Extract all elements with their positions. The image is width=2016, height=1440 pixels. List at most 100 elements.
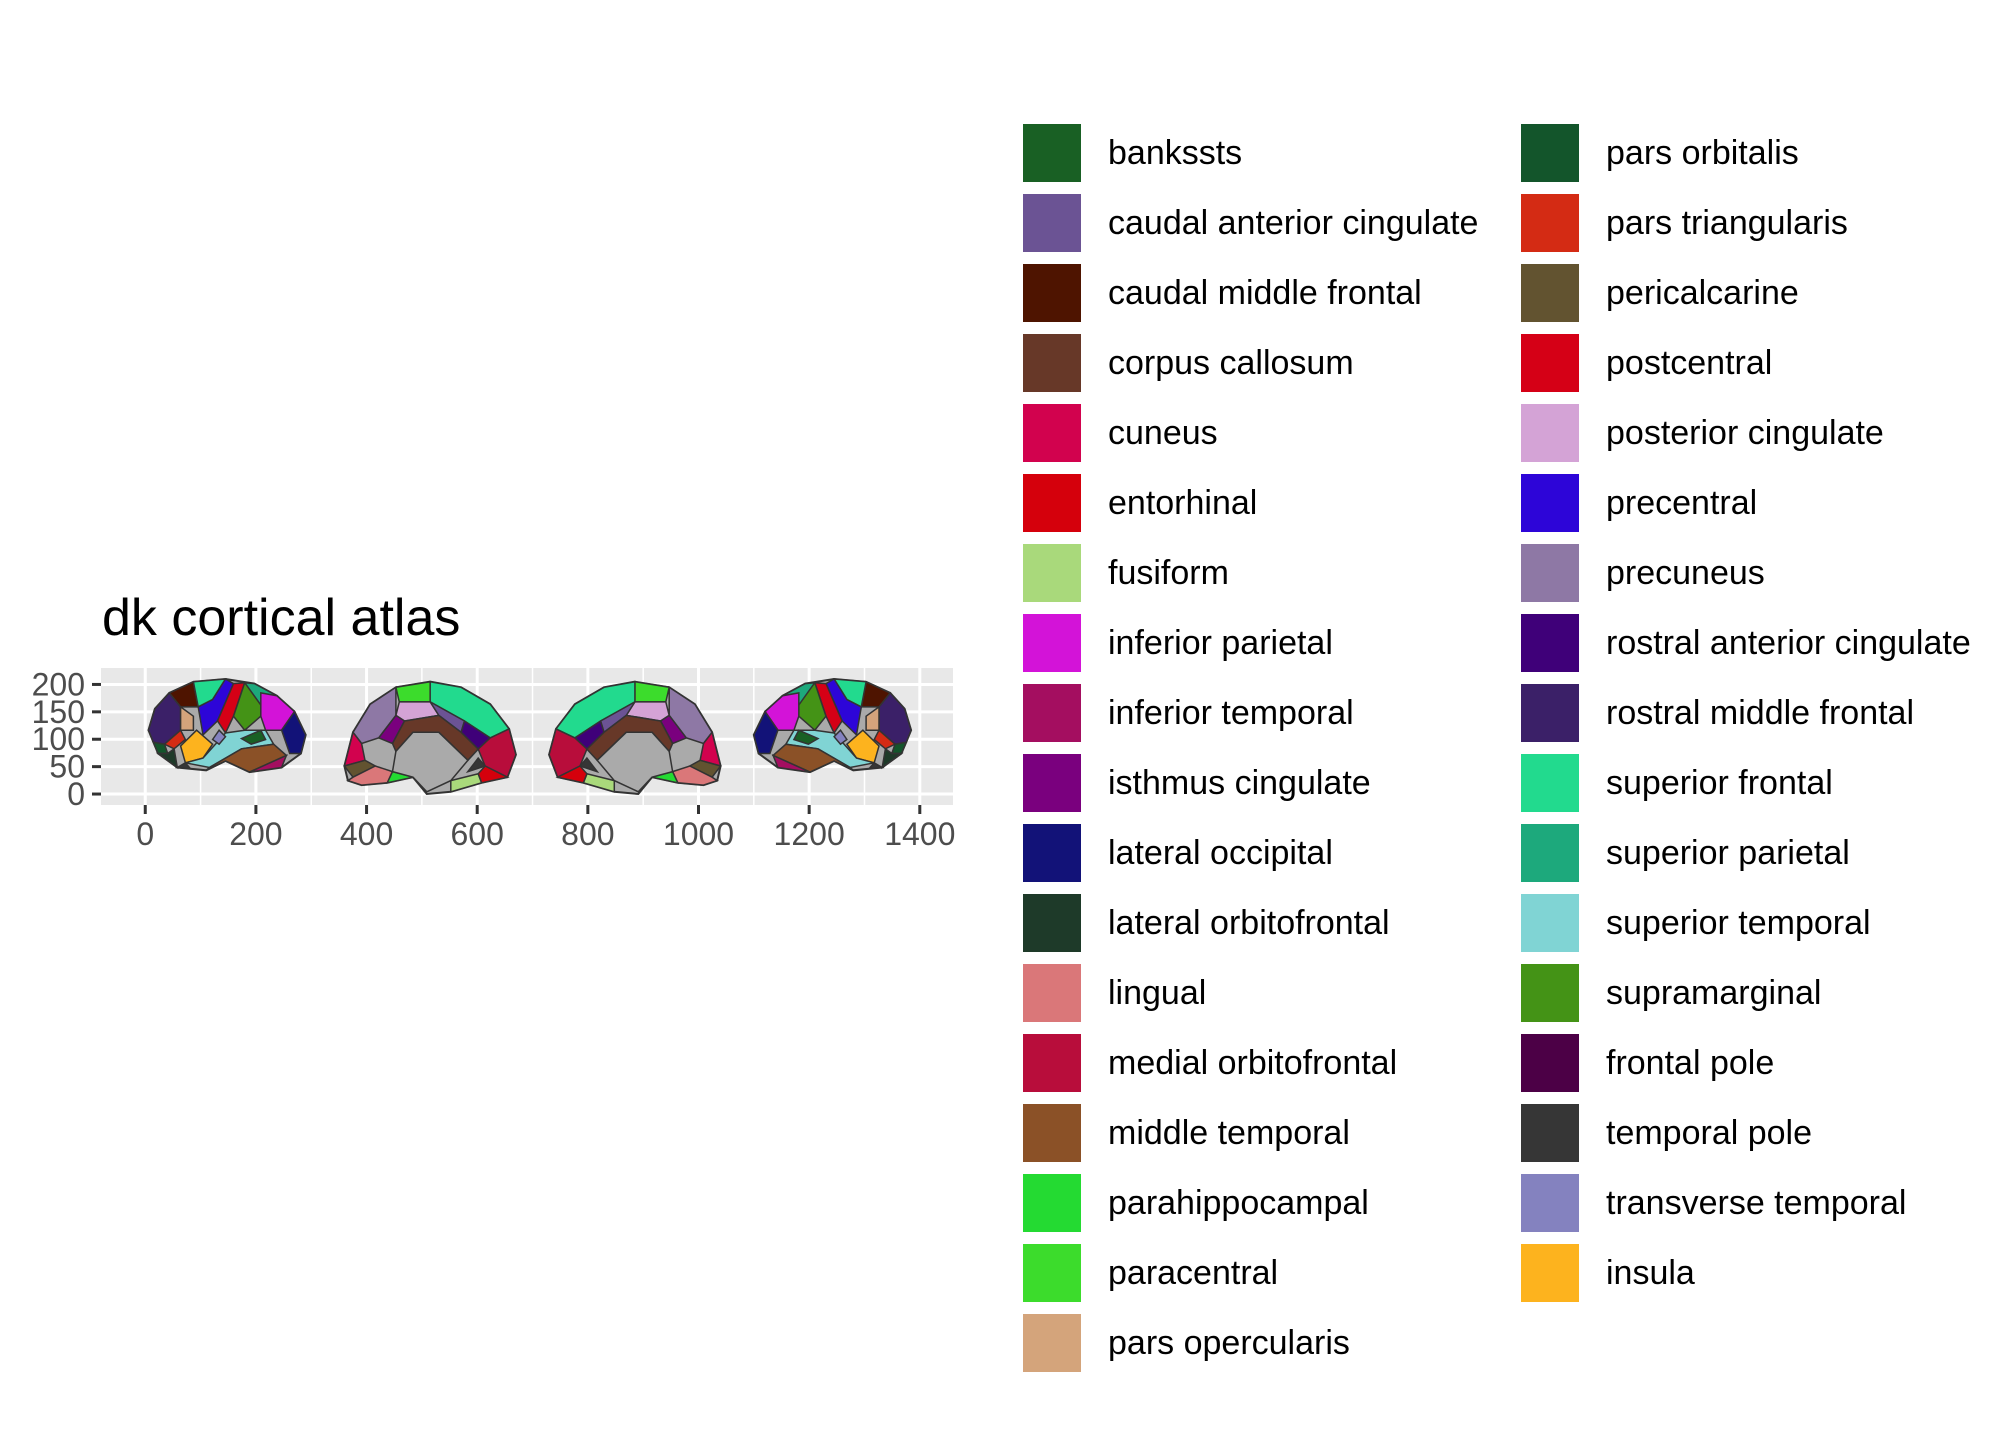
legend-swatch (1518, 191, 1582, 255)
region-pars-triangularis (163, 729, 187, 750)
legend-swatch (1020, 261, 1084, 325)
legend-swatch (1518, 1171, 1582, 1235)
legend-label: precentral (1606, 483, 1758, 522)
legend-swatch (1518, 1241, 1582, 1305)
medial-wall (596, 731, 674, 793)
legend-swatch (1518, 681, 1582, 745)
region-lateral-orbitofrontal (881, 747, 904, 770)
region-temporal-pole (465, 756, 487, 774)
legend-item: pars orbitalis (1518, 118, 2010, 188)
legend-label: temporal pole (1606, 1113, 1813, 1152)
legend-swatch (1020, 1171, 1084, 1235)
legend-column-2: pars orbitalis pars triangularis pericalca… (1518, 118, 2010, 1378)
region-pars-opercularis (179, 705, 195, 731)
legend-swatch (1020, 1031, 1084, 1095)
y-tick-label: 150 (32, 694, 85, 730)
legend-item: transverse temporal (1518, 1168, 2010, 1238)
legend-item: precentral (1518, 468, 2010, 538)
region-temporal-pole (578, 756, 600, 774)
legend-label: pars triangularis (1606, 203, 1848, 242)
legend-item: inferior temporal (1020, 678, 1512, 748)
legend-label: lingual (1108, 973, 1207, 1012)
legend-item: precuneus (1518, 538, 2010, 608)
legend-swatch (1518, 541, 1582, 605)
legend-swatch (1518, 1101, 1582, 1165)
y-tick-label: 200 (32, 666, 85, 702)
legend-swatch (1020, 681, 1084, 745)
legend-item: superior temporal (1518, 888, 2010, 958)
region-bankssts (239, 729, 267, 746)
legend-item: entorhinal (1020, 468, 1512, 538)
legend-item: lingual (1020, 958, 1512, 1028)
legend-item: pericalcarine (1518, 258, 2010, 328)
legend-label: paracentral (1108, 1253, 1279, 1292)
x-tick-label: 600 (451, 816, 504, 852)
legend-swatch (1020, 541, 1084, 605)
legend-item: temporal pole (1518, 1098, 2010, 1168)
legend-item: rostral anterior cingulate (1518, 608, 2010, 678)
legend-item: cuneus (1020, 398, 1512, 468)
y-tick-label: 50 (49, 749, 85, 785)
legend-label: corpus callosum (1108, 343, 1354, 382)
legend-swatch (1518, 1031, 1582, 1095)
legend-swatch (1020, 611, 1084, 675)
x-tick-label: 200 (229, 816, 282, 852)
legend-label: pars orbitalis (1606, 133, 1799, 172)
legend-label: entorhinal (1108, 483, 1258, 522)
legend-swatch (1518, 611, 1582, 675)
region-bankssts (792, 729, 820, 746)
legend-label: lateral orbitofrontal (1108, 903, 1390, 942)
legend-label: inferior parietal (1108, 623, 1333, 662)
region-temporal-pole (867, 761, 885, 770)
legend-label: caudal middle frontal (1108, 273, 1422, 312)
legend-label: cuneus (1108, 413, 1218, 452)
legend-item: superior parietal (1518, 818, 2010, 888)
legend-swatch (1020, 821, 1084, 885)
legend-swatch (1020, 751, 1084, 815)
region-inferior-temporal (771, 753, 811, 773)
x-tick-label: 1000 (663, 816, 734, 852)
legend-swatch (1020, 961, 1084, 1025)
legend-item: paracentral (1020, 1238, 1512, 1308)
region-inferior-temporal (249, 753, 288, 773)
legend-swatch (1020, 1101, 1084, 1165)
region-insula (845, 729, 880, 764)
legend-swatch (1518, 261, 1582, 325)
legend-item: pars opercularis (1020, 1308, 1512, 1378)
legend-label: rostral anterior cingulate (1606, 623, 1971, 662)
region-middle-temporal (205, 743, 288, 773)
legend-swatch (1518, 331, 1582, 395)
x-tick-label: 1400 (884, 816, 955, 852)
legend-swatch (1020, 331, 1084, 395)
legend-label: precuneus (1606, 553, 1765, 592)
x-tick-label: 0 (136, 816, 154, 852)
legend-label: superior parietal (1606, 833, 1850, 872)
y-tick-label: 100 (32, 721, 85, 757)
legend-label: medial orbitofrontal (1108, 1043, 1398, 1082)
legend-item: frontal pole (1518, 1028, 2010, 1098)
legend-swatch (1518, 821, 1582, 885)
legend-swatch (1020, 471, 1084, 535)
legend-swatch (1020, 121, 1084, 185)
legend-item: isthmus cingulate (1020, 748, 1512, 818)
region-pars-triangularis (873, 729, 897, 750)
legend-item: fusiform (1020, 538, 1512, 608)
chart-title: dk cortical atlas (102, 589, 461, 647)
legend-label: fusiform (1108, 553, 1229, 592)
legend-label: isthmus cingulate (1108, 763, 1371, 802)
legend-label: transverse temporal (1606, 1183, 1907, 1222)
legend-label: parahippocampal (1108, 1183, 1369, 1222)
region-pars-opercularis (865, 705, 880, 731)
region-lateral-orbitofrontal (155, 747, 179, 770)
legend-swatch (1518, 751, 1582, 815)
legend-swatch (1020, 891, 1084, 955)
legend-label: supramarginal (1606, 973, 1822, 1012)
legend-item: superior frontal (1518, 748, 2010, 818)
legend-item: caudal anterior cingulate (1020, 188, 1512, 258)
medial-wall (391, 731, 469, 793)
legend-item: supramarginal (1518, 958, 2010, 1028)
legend-label: insula (1606, 1253, 1695, 1292)
legend-label: postcentral (1606, 343, 1773, 382)
view-lateral-left (147, 677, 307, 774)
